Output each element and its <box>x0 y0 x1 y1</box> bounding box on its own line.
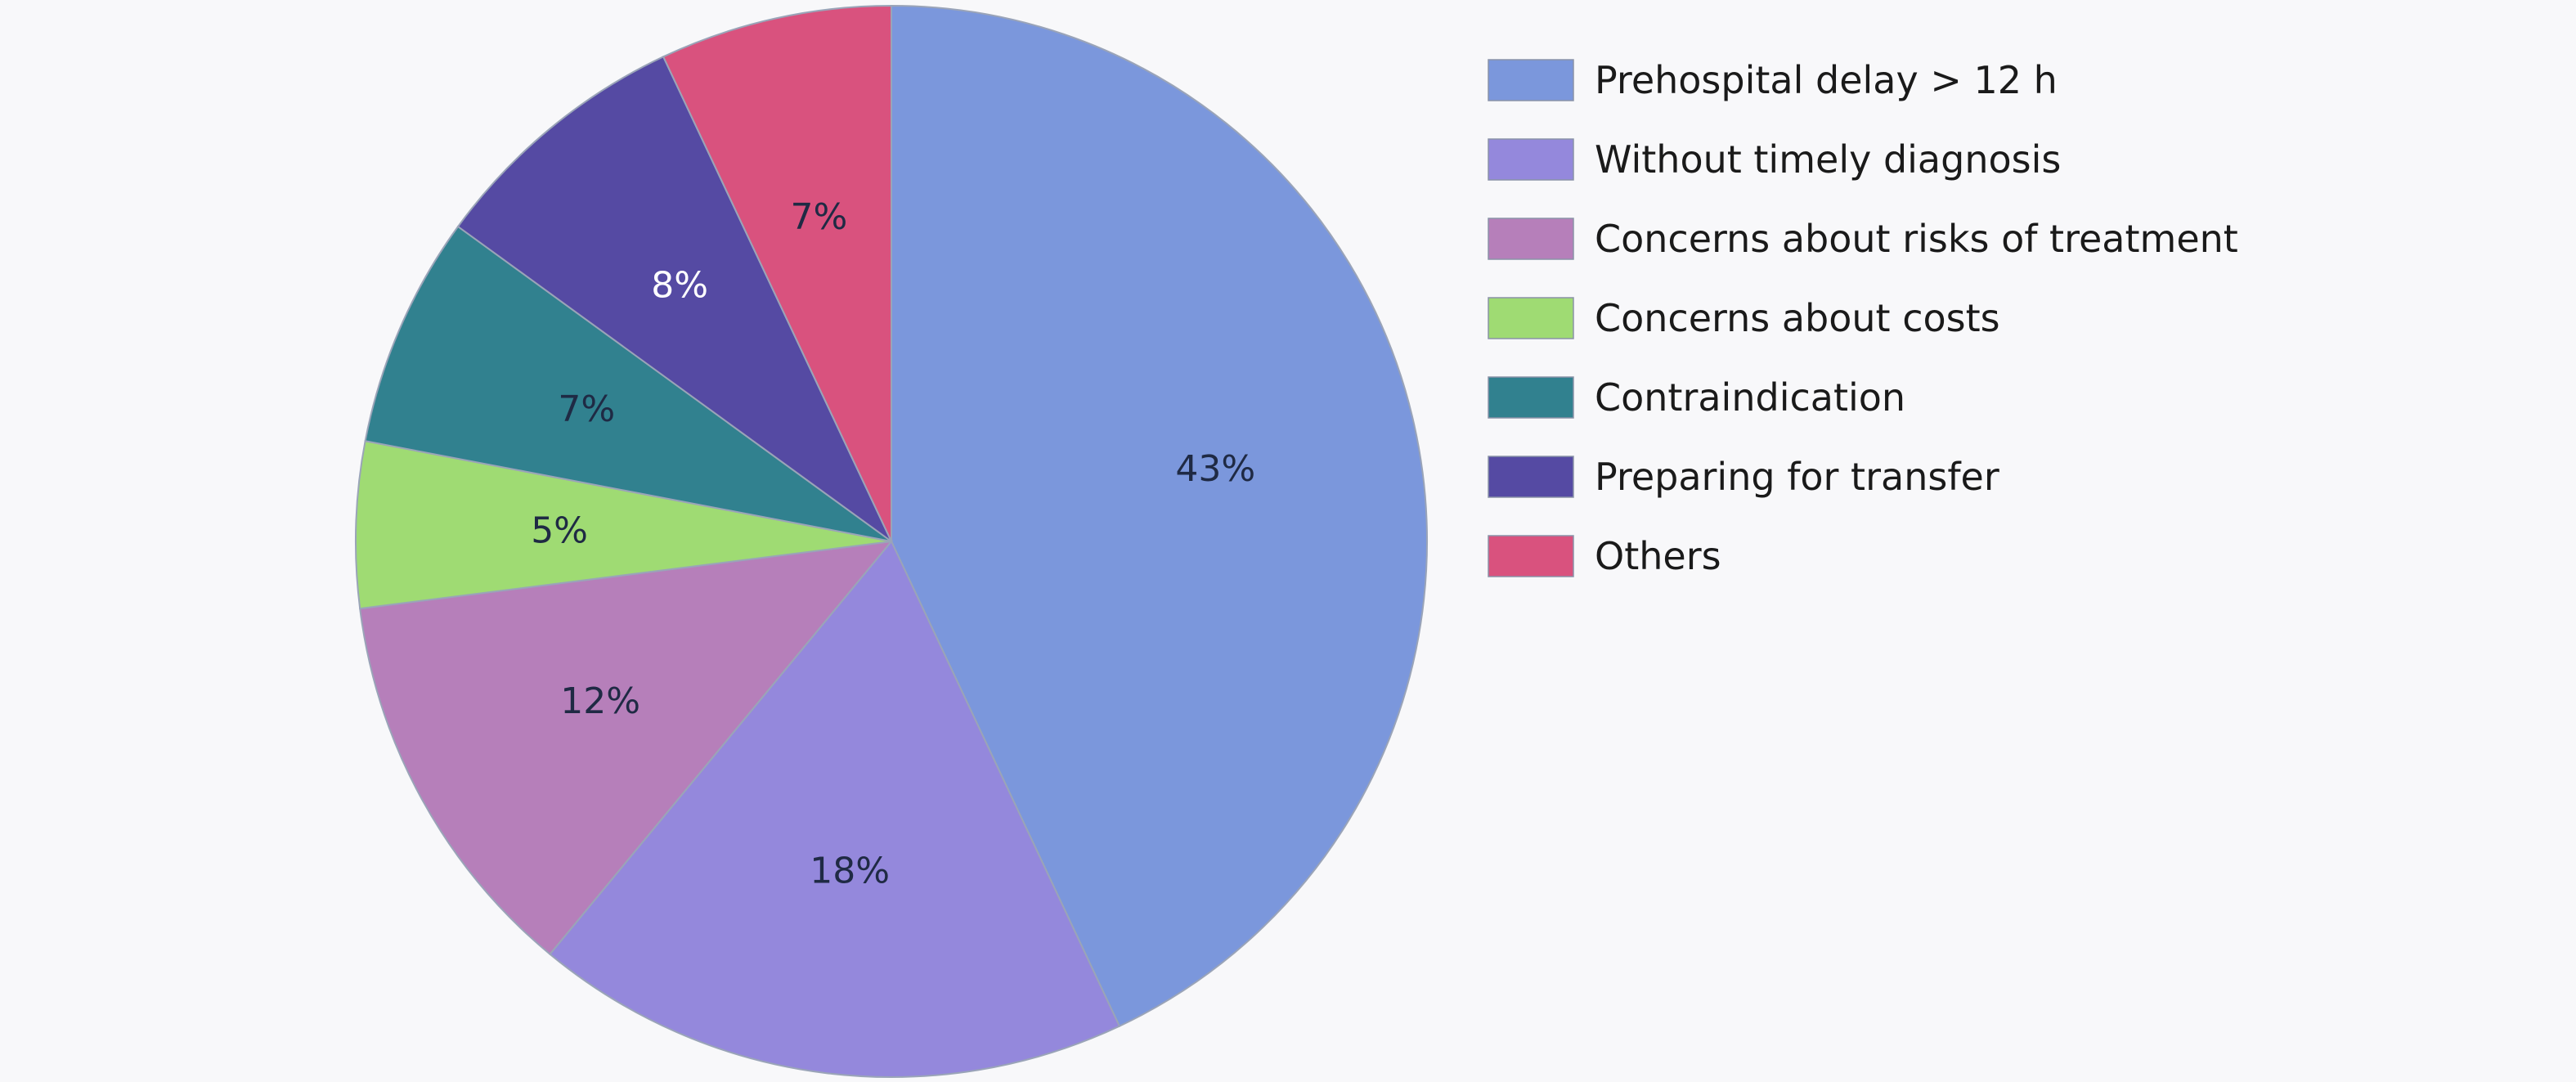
legend-item: Contraindication <box>1488 375 1905 420</box>
legend-item: Prehospital delay > 12 h <box>1488 58 2058 102</box>
legend-label: Concerns about costs <box>1595 296 2000 340</box>
slice-data-label: 7% <box>791 196 848 238</box>
slice-data-label: 8% <box>651 265 708 307</box>
legend-swatch <box>1488 138 1574 181</box>
legend-label: Others <box>1595 534 1721 578</box>
legend-swatch <box>1488 218 1574 260</box>
pie-slices <box>355 4 1428 1078</box>
legend-item: Concerns about risks of treatment <box>1488 217 2238 261</box>
legend-swatch <box>1488 456 1574 498</box>
legend: Prehospital delay > 12 h Without timely d… <box>1488 58 2238 578</box>
legend-label: Concerns about risks of treatment <box>1595 217 2238 261</box>
legend-item: Preparing for transfer <box>1488 455 1999 499</box>
slice-data-label: 12% <box>560 680 640 722</box>
pie-slice-labels: 43% 18% 12% 5% 7% 8% 7% <box>531 196 1255 891</box>
slice-data-label: 5% <box>531 510 588 552</box>
slice-data-label: 18% <box>810 850 890 891</box>
legend-label: Preparing for transfer <box>1595 455 1999 499</box>
legend-swatch <box>1488 297 1574 339</box>
pie-slice-concerns-about-risks-of-treatment <box>359 540 894 956</box>
slice-data-label: 7% <box>558 388 615 430</box>
slice-data-label: 43% <box>1175 448 1255 490</box>
legend-swatch <box>1488 376 1574 419</box>
legend-label: Prehospital delay > 12 h <box>1595 58 2058 102</box>
legend-swatch <box>1488 59 1574 101</box>
legend-item: Without timely diagnosis <box>1488 137 2061 182</box>
legend-label: Contraindication <box>1595 375 1905 420</box>
pie-slice-contraindication <box>364 225 892 542</box>
legend-label: Without timely diagnosis <box>1595 137 2061 182</box>
pie-slice-concerns-about-costs <box>355 440 892 610</box>
pie-slice-without-timely-diagnosis <box>549 540 1121 1078</box>
legend-swatch <box>1488 535 1574 577</box>
pie-slice-prehospital-delay-12-h <box>891 4 1428 1027</box>
pie-slice-preparing-for-transfer <box>456 56 892 542</box>
legend-item: Others <box>1488 534 1721 578</box>
pie-slice-others <box>662 4 892 542</box>
legend-item: Concerns about costs <box>1488 296 2000 340</box>
